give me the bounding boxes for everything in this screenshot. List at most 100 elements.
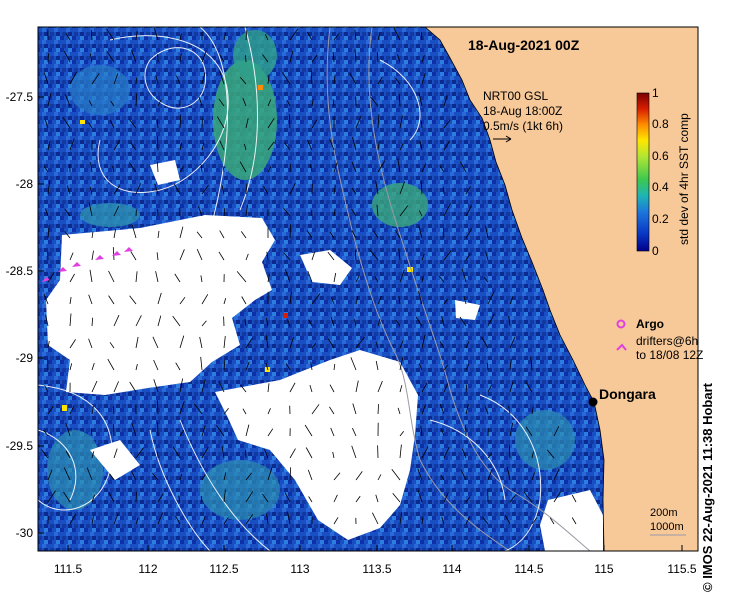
current-vector	[174, 273, 181, 283]
current-vector	[421, 72, 426, 85]
current-vector	[179, 52, 182, 63]
colorbar-tick: 0.6	[652, 149, 669, 163]
current-vector	[178, 495, 181, 503]
current-vector	[135, 183, 141, 195]
colorbar-scale	[636, 92, 650, 252]
current-vector	[355, 495, 361, 503]
current-vector	[349, 73, 357, 85]
current-vector	[459, 316, 467, 327]
current-vector	[113, 139, 121, 151]
current-vector	[398, 248, 401, 261]
current-vector	[172, 446, 181, 459]
current-vector	[311, 251, 316, 261]
current-vector	[286, 100, 291, 107]
current-vector	[553, 491, 561, 503]
current-vector	[157, 230, 160, 239]
current-vector	[465, 186, 471, 195]
current-vector	[284, 269, 291, 283]
current-vector	[155, 271, 159, 283]
current-vector	[198, 96, 203, 107]
location-marker-icon	[588, 397, 598, 407]
current-vector	[110, 100, 115, 107]
current-vector	[306, 139, 313, 151]
current-vector	[129, 381, 137, 393]
current-vector	[179, 226, 184, 239]
current-vector	[333, 272, 337, 283]
current-vector	[374, 276, 379, 283]
current-vector	[130, 49, 137, 63]
current-vector	[86, 467, 93, 481]
current-vector	[399, 181, 406, 195]
current-vector	[69, 513, 77, 525]
current-vector	[63, 491, 71, 503]
current-vector	[267, 383, 270, 393]
current-vector	[129, 295, 137, 305]
current-vector	[218, 98, 225, 107]
current-vector	[508, 316, 511, 327]
current-vector	[245, 337, 253, 349]
current-vector	[439, 404, 445, 415]
current-vector	[399, 269, 405, 283]
current-vector	[439, 165, 445, 173]
colorbar-tick: 0.2	[652, 212, 669, 226]
current-vector	[179, 165, 184, 173]
current-vector	[223, 407, 229, 415]
current-vector	[131, 224, 137, 239]
current-vector	[267, 118, 275, 129]
current-vector	[91, 516, 94, 525]
current-vector	[443, 140, 450, 151]
cloud-mask	[46, 160, 603, 551]
current-vector	[266, 513, 269, 525]
current-vector	[64, 94, 71, 107]
current-vector	[304, 424, 313, 437]
current-vector	[485, 226, 489, 239]
current-vector	[245, 513, 254, 525]
map-title: 18-Aug-2021 00Z	[468, 37, 580, 53]
current-vector	[465, 205, 472, 217]
current-vector	[282, 72, 291, 85]
contour-legend: 200m 1000m	[650, 507, 686, 536]
current-vector	[332, 451, 335, 459]
current-vector	[242, 98, 247, 107]
current-vector	[245, 472, 252, 481]
current-vector	[530, 356, 533, 371]
current-vector	[443, 203, 451, 217]
x-tick-label: 114.5	[514, 562, 543, 576]
current-vector	[40, 449, 49, 459]
current-vector	[333, 472, 341, 481]
current-vector	[201, 378, 206, 393]
current-vector	[398, 94, 401, 107]
current-vector	[329, 384, 335, 393]
current-vector	[463, 295, 467, 305]
colorbar-tick: 0.8	[652, 117, 669, 131]
current-vector	[369, 96, 379, 107]
current-vector	[440, 474, 445, 481]
current-vector	[509, 494, 517, 503]
current-vector	[354, 29, 357, 41]
current-vector	[351, 230, 357, 239]
current-vector	[157, 161, 159, 173]
current-vector	[421, 55, 425, 63]
current-vector	[223, 336, 226, 349]
current-vector	[240, 231, 247, 239]
current-vector	[333, 162, 338, 173]
current-vector	[309, 164, 313, 173]
x-tick-label: 112.5	[209, 562, 238, 576]
current-vector	[329, 231, 335, 239]
drifter-label-line1: drifters@6h	[636, 334, 698, 348]
current-vector	[173, 183, 181, 195]
current-vector	[245, 118, 249, 129]
current-vector	[179, 401, 185, 415]
current-vector	[553, 426, 560, 437]
current-vector	[443, 187, 445, 195]
current-vector	[88, 338, 93, 349]
current-vector	[201, 185, 209, 195]
current-vector	[509, 358, 512, 371]
current-vector	[417, 490, 423, 503]
current-vector	[352, 427, 357, 437]
current-vector	[91, 231, 94, 239]
current-vector	[354, 319, 357, 327]
current-vector	[175, 515, 181, 525]
current-vector	[157, 136, 159, 151]
current-vector	[245, 204, 248, 217]
